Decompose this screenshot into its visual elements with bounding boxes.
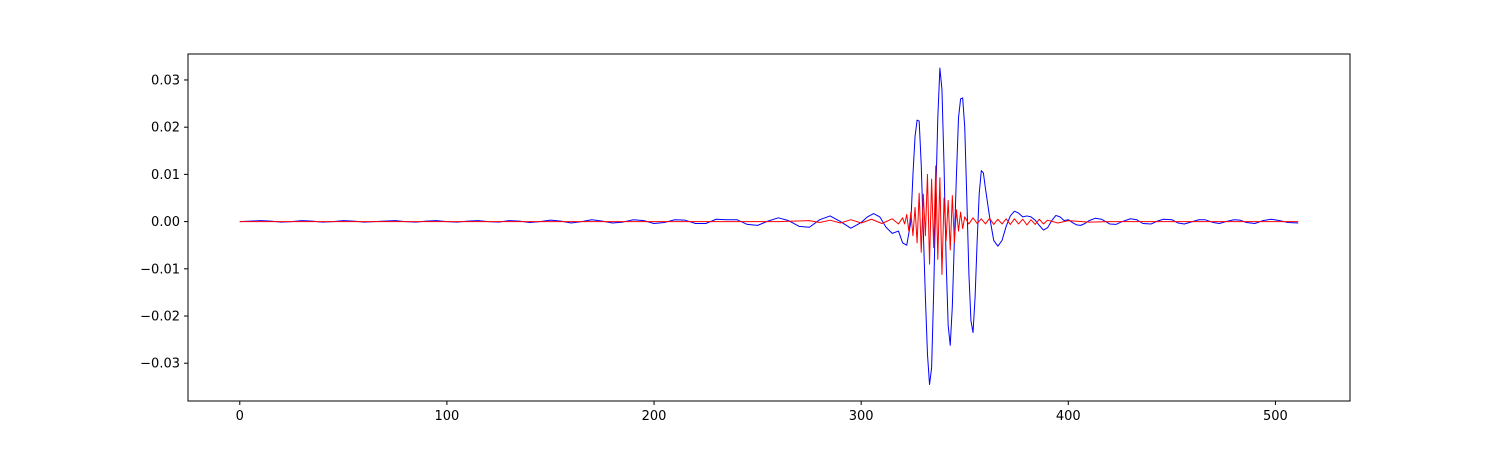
x-tick-label: 100: [434, 409, 459, 424]
series-layer: [239, 67, 1299, 385]
y-tick-label: 0.01: [151, 168, 180, 183]
y-tick-label: −0.03: [140, 357, 180, 372]
plot-frame: [187, 53, 1351, 402]
series-line-2: [239, 165, 1299, 275]
x-tick-label: 0: [236, 409, 244, 424]
y-tick-label: 0.00: [151, 215, 180, 230]
x-tick-label: 300: [849, 409, 874, 424]
y-tick-label: −0.02: [140, 310, 180, 325]
y-axis: −0.03 −0.02 −0.01 0.00 0.01 0.02 0.03: [140, 73, 188, 372]
series-line-1: [239, 67, 1299, 385]
x-axis: 0 100 200 300 400 500: [236, 401, 1288, 424]
y-tick-label: 0.03: [151, 73, 180, 88]
y-tick-label: 0.02: [151, 121, 180, 136]
x-tick-label: 400: [1056, 409, 1081, 424]
y-tick-label: −0.01: [140, 262, 180, 277]
x-tick-label: 200: [642, 409, 667, 424]
x-tick-label: 500: [1263, 409, 1288, 424]
